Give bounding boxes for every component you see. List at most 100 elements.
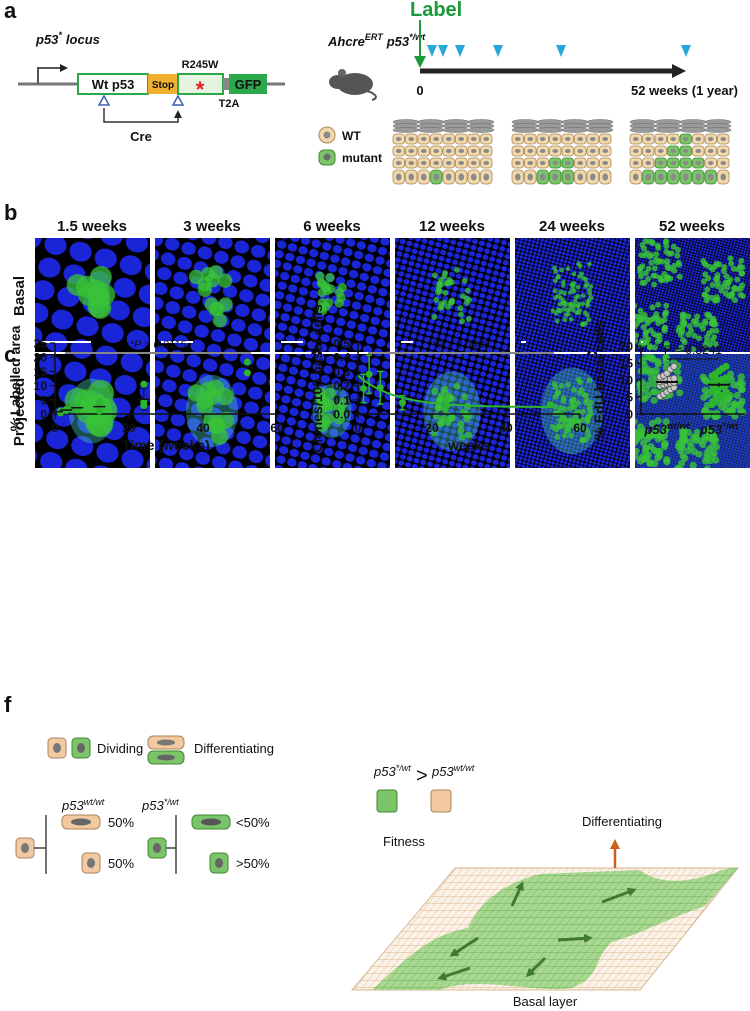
genotype-label: p53*/wt: [141, 797, 179, 813]
data-point: [398, 399, 406, 407]
squame: [536, 127, 564, 133]
gfp-signal: [710, 449, 718, 457]
mutant-cell-icon: [376, 789, 398, 813]
gfp-signal: [679, 319, 686, 326]
y-tick-label: 0.0: [333, 408, 350, 422]
gfp-signal: [586, 377, 593, 384]
gfp-signal: [565, 381, 571, 388]
nucleus: [514, 137, 521, 141]
gfp-signal: [212, 313, 227, 328]
gfp-signal: [637, 273, 644, 280]
nucleus: [408, 137, 415, 141]
gfp-signal: [558, 295, 564, 301]
gfp-signal: [664, 264, 671, 271]
gfp-signal: [702, 261, 709, 268]
nucleus: [657, 149, 664, 153]
nucleus: [682, 161, 689, 165]
gfp-signal: [570, 396, 577, 403]
micrograph-bg: [515, 238, 630, 352]
gfp-signal: [465, 431, 473, 439]
gfp-signal: [704, 467, 709, 468]
gfp-signal: [552, 265, 557, 271]
gfp-signal: [651, 344, 658, 351]
expansion-arrow: [510, 881, 524, 907]
gfp-signal: [575, 376, 582, 383]
gfp-signal: [569, 304, 575, 310]
column-title: 52 weeks: [659, 218, 725, 235]
gfp-signal: [565, 311, 571, 317]
gfp-signal: [552, 394, 559, 400]
nucleus: [589, 149, 596, 153]
gfp-signal: [572, 298, 578, 304]
gfp-signal: [457, 311, 464, 318]
nucleus: [539, 173, 546, 181]
gfp-signal: [558, 289, 564, 295]
nucleus: [564, 161, 571, 165]
gfp-signal: [333, 403, 346, 415]
nucleus: [552, 149, 559, 153]
gfp-signal: [695, 335, 702, 342]
micrograph: [395, 238, 510, 352]
y-tick-label: 0: [626, 408, 633, 422]
micrograph-bg: [155, 238, 270, 352]
stop-label: Stop: [152, 80, 174, 91]
mouse-genotype: AhcreERT p53*/wt: [327, 32, 426, 49]
gfp-signal: [561, 406, 568, 413]
gfp-signal: [635, 418, 638, 426]
superscript: */wt: [164, 797, 180, 807]
nucleus: [420, 149, 427, 153]
gfp-signal: [442, 289, 449, 296]
y-tick-label: 5: [626, 391, 633, 405]
nucleus: [539, 161, 546, 165]
timeline-end: 52 weeks (1 year): [631, 83, 738, 98]
nucleus: [483, 173, 490, 181]
nucleus: [395, 137, 402, 141]
gfp-signal: [675, 349, 682, 352]
gfp-signal: [725, 395, 733, 403]
gfp-signal: [728, 260, 735, 267]
data-point: [360, 384, 368, 392]
gfp-signal: [582, 399, 589, 406]
nucleus: [527, 173, 534, 181]
nucleus: [645, 173, 652, 181]
nucleus: [552, 173, 559, 181]
gfp-signal: [435, 396, 443, 404]
gfp-signal: [459, 318, 466, 325]
gfp-signal: [737, 291, 744, 298]
nucleus: [433, 149, 440, 153]
nucleus: [470, 149, 477, 153]
gfp-signal: [705, 427, 713, 435]
gfp-signal: [675, 259, 682, 266]
gfp-signal: [668, 250, 675, 257]
nucleus: [589, 173, 596, 181]
micrograph: [635, 238, 750, 352]
squame: [561, 127, 589, 133]
nucleus: [552, 161, 559, 165]
gfp-signal: [588, 284, 594, 289]
gfp-signal: [553, 426, 560, 433]
nucleus: [445, 161, 452, 165]
gfp-signal: [635, 438, 636, 443]
nucleus: [71, 818, 91, 826]
gfp-signal: [453, 382, 461, 390]
gfp-signal: [674, 252, 681, 259]
gfp-signal: [567, 290, 573, 295]
nucleus: [682, 173, 689, 181]
gfp-signal: [734, 286, 741, 293]
gfp-signal: [637, 307, 644, 314]
nucleus: [564, 149, 571, 153]
nucleus: [420, 137, 427, 141]
gfp-signal: [647, 327, 654, 334]
gfp-signal: [580, 408, 586, 415]
x-tick-label: 60: [270, 421, 284, 435]
data-point: [243, 369, 251, 377]
gfp-signal: [576, 423, 583, 430]
gfp-signal: [635, 332, 640, 339]
gfp-signal: [644, 391, 652, 399]
nucleus: [420, 161, 427, 165]
gfp-signal: [678, 344, 685, 351]
category-label: p53*/wt: [699, 421, 739, 437]
gfp-signal: [565, 307, 570, 313]
gfp-signal: [688, 327, 695, 334]
nucleus: [408, 173, 415, 181]
